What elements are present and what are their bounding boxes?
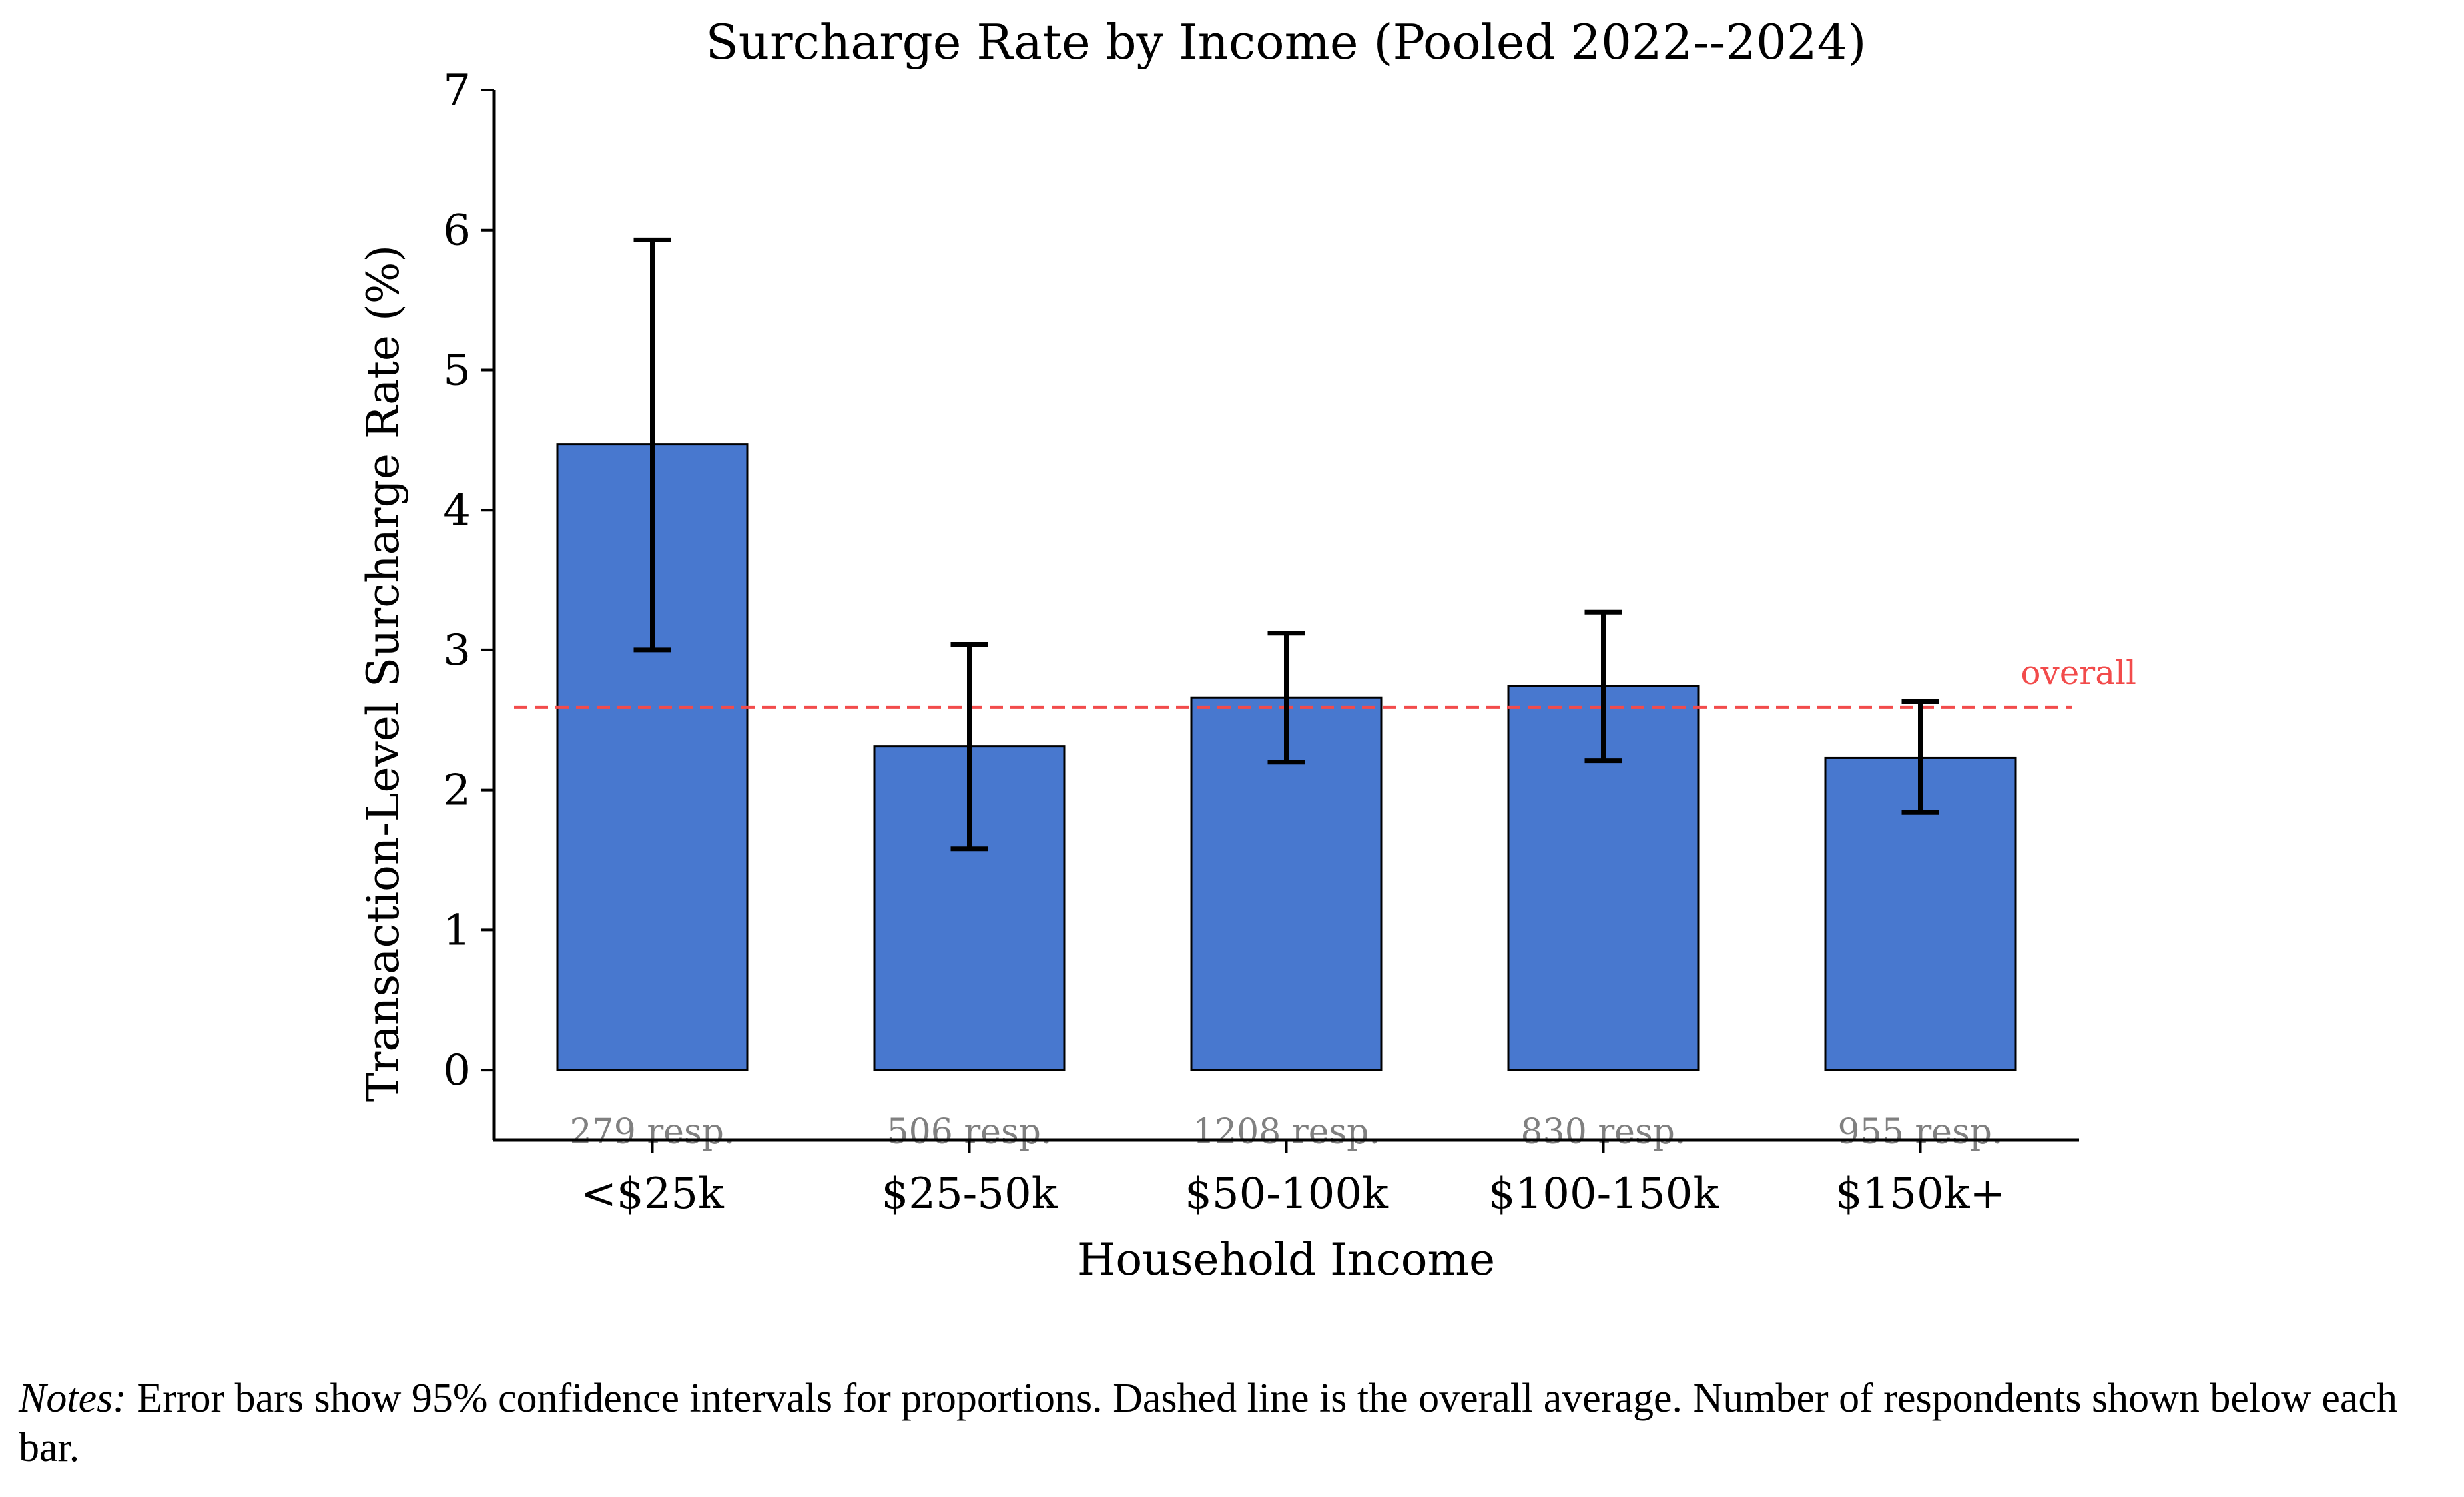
chart-title: Surcharge Rate by Income (Pooled 2022--2… [705, 14, 1866, 70]
y-tick-label: 3 [443, 626, 471, 675]
notes-text: Error bars show 95% confidence intervals… [19, 1376, 2397, 1470]
y-tick-label: 1 [443, 906, 471, 955]
y-tick-label: 4 [443, 486, 471, 535]
y-axis-label: Transaction-Level Surcharge Rate (%) [358, 245, 409, 1102]
y-tick-label: 7 [443, 66, 471, 115]
x-tick-label: $150k+ [1835, 1169, 2006, 1219]
y-tick-label: 0 [443, 1046, 471, 1095]
figure-notes: Notes: Error bars show 95% confidence in… [19, 1374, 2448, 1472]
y-tick-label: 2 [443, 766, 471, 816]
x-tick-label: $50-100k [1185, 1169, 1389, 1219]
y-tick-label: 6 [443, 206, 471, 256]
x-tick-label: $100-150k [1488, 1169, 1720, 1219]
x-axis-label: Household Income [1077, 1234, 1495, 1285]
notes-lead: Notes: [19, 1376, 127, 1421]
x-tick-label: <$25k [581, 1169, 725, 1219]
y-tick-label: 5 [443, 346, 471, 395]
x-tick-label: $25-50k [882, 1169, 1058, 1219]
overall-label: overall [2020, 653, 2136, 692]
